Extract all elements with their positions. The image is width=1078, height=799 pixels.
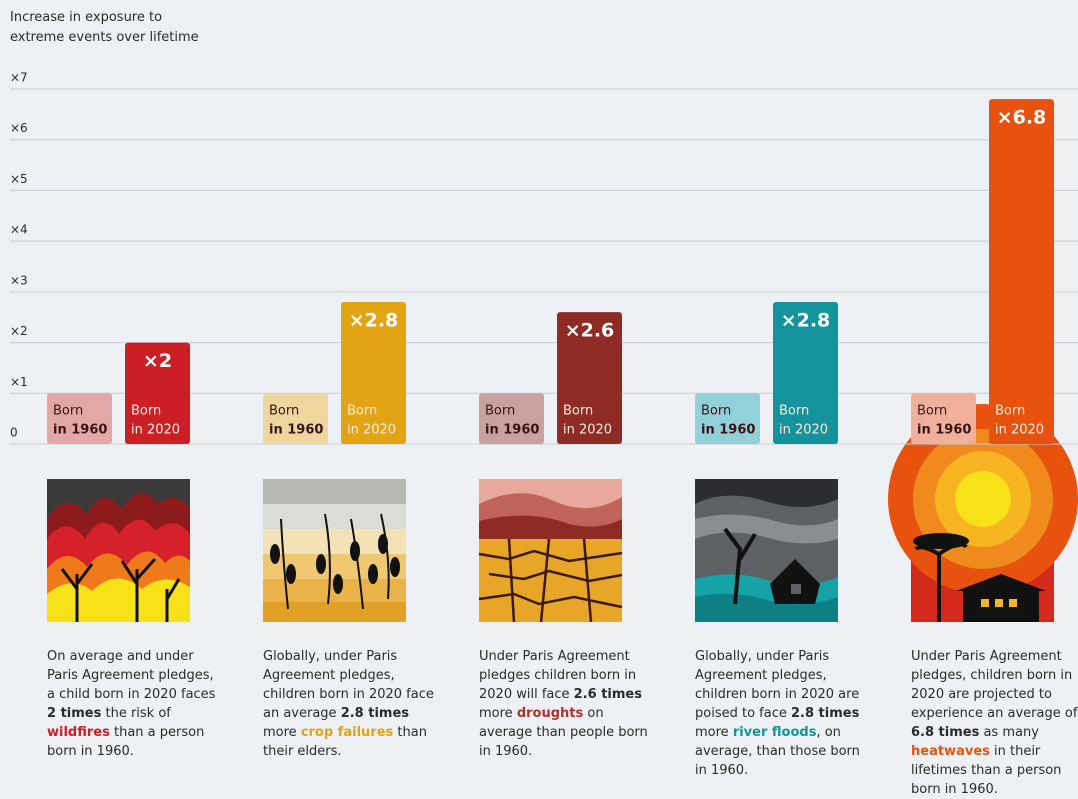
- y-tick-label: ×2: [10, 324, 28, 338]
- value-label: ×6.8: [997, 107, 1047, 129]
- caption-text: more: [479, 706, 517, 721]
- caption-text: 2.6 times: [574, 687, 642, 702]
- caption: Under Paris Agreement pledges children b…: [479, 647, 651, 761]
- bar-label: Born: [563, 404, 593, 419]
- caption-text: 2 times: [47, 706, 101, 721]
- bar-label: Born: [701, 404, 731, 419]
- caption-text: more: [263, 725, 301, 740]
- value-label: ×2.8: [349, 310, 399, 332]
- bar-label: Born: [995, 404, 1025, 419]
- flood-illustration: [695, 479, 838, 622]
- bar-label: in 2020: [131, 423, 180, 438]
- caption: Globally, under Paris Agreement pledges,…: [263, 647, 435, 761]
- value-label: ×2.6: [565, 320, 615, 342]
- bar-label: Born: [131, 404, 161, 419]
- bar-label: Born: [485, 404, 515, 419]
- bar-label: Born: [917, 404, 947, 419]
- caption-text: 2.8 times: [791, 706, 859, 721]
- bar-label: in 1960: [485, 423, 539, 438]
- y-tick-label: 0: [10, 426, 18, 440]
- caption-text: more: [695, 725, 733, 740]
- y-tick-label: ×5: [10, 172, 28, 186]
- bar-label: in 1960: [53, 423, 107, 438]
- y-tick-label: ×4: [10, 223, 28, 237]
- caption: Globally, under Paris Agreement pledges,…: [695, 647, 867, 780]
- caption-text: river floods: [733, 725, 817, 740]
- y-tick-label: ×3: [10, 273, 28, 287]
- bar-label: Born: [779, 404, 809, 419]
- bar-label: in 2020: [563, 423, 612, 438]
- caption-text: 2.8 times: [341, 706, 409, 721]
- caption-text: wildfires: [47, 725, 110, 740]
- page: {"chart_data": {"type": "bar", "y_label_…: [0, 0, 1078, 794]
- caption-text: as many: [979, 725, 1039, 740]
- caption-text: crop failures: [301, 725, 393, 740]
- caption: Under Paris Agreement pledges, children …: [911, 647, 1078, 799]
- bar: [989, 99, 1054, 444]
- y-tick-label: ×7: [10, 71, 28, 85]
- bar-label: in 1960: [701, 423, 755, 438]
- caption-text: On average and under Paris Agreement ple…: [47, 649, 215, 702]
- crop-failure-illustration: [263, 479, 406, 622]
- y-tick-label: ×6: [10, 121, 28, 135]
- value-label: ×2: [143, 350, 172, 372]
- bar-label: Born: [347, 404, 377, 419]
- bar-label: in 1960: [269, 423, 323, 438]
- value-label: ×2.8: [781, 310, 831, 332]
- caption-text: 6.8 times: [911, 725, 979, 740]
- caption-text: heatwaves: [911, 744, 990, 759]
- drought-illustration: [479, 479, 622, 622]
- bar-label: in 2020: [779, 423, 828, 438]
- bar-label: in 2020: [347, 423, 396, 438]
- y-axis-title: Increase in exposure to: [10, 10, 162, 25]
- bar-label: Born: [53, 404, 83, 419]
- caption-text: the risk of: [101, 706, 171, 721]
- caption: On average and under Paris Agreement ple…: [47, 647, 219, 761]
- bar-label: in 1960: [917, 423, 971, 438]
- caption-text: Under Paris Agreement pledges, children …: [911, 649, 1077, 721]
- caption-text: droughts: [517, 706, 583, 721]
- bar-label: Born: [269, 404, 299, 419]
- y-tick-label: ×1: [10, 375, 28, 389]
- wildfire-illustration: [47, 479, 190, 622]
- y-axis-title: extreme events over lifetime: [10, 30, 199, 45]
- bar-label: in 2020: [995, 423, 1044, 438]
